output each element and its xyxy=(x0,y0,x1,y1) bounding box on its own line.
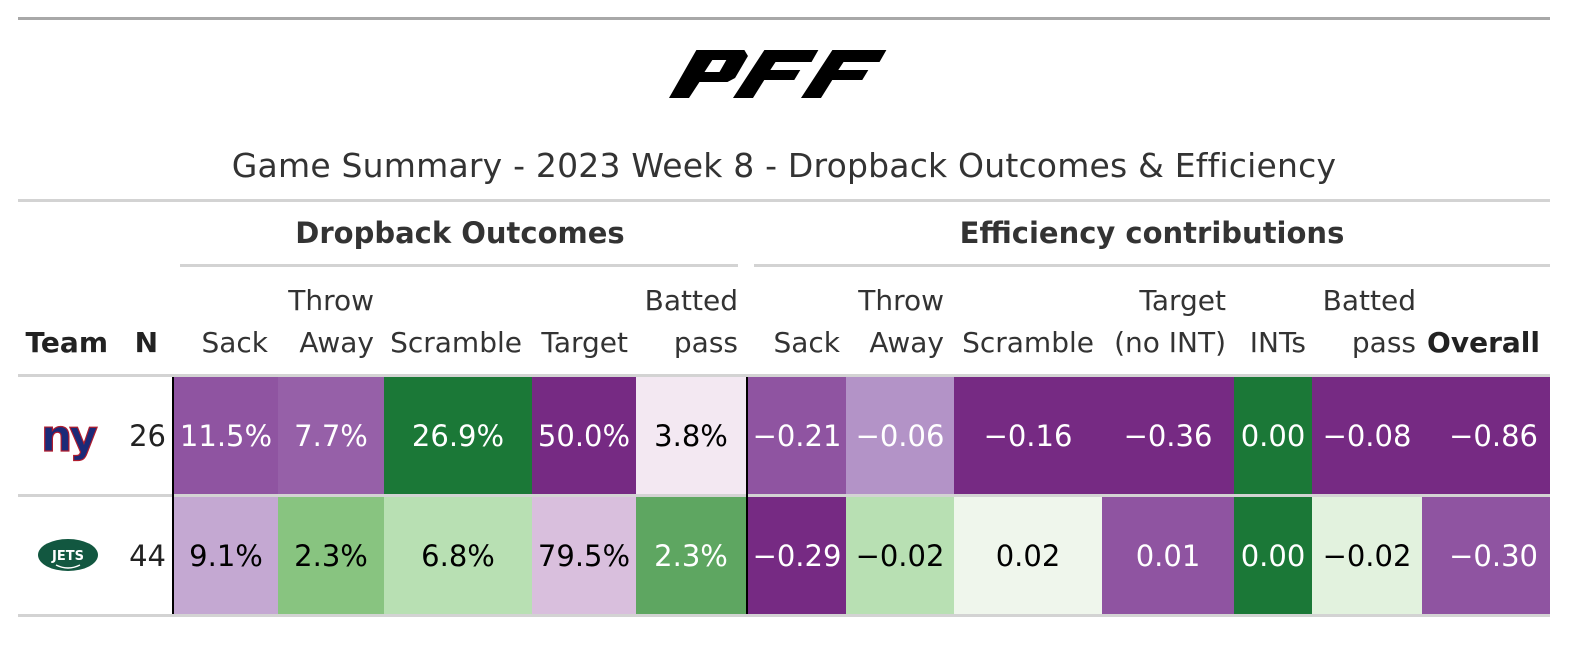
cell-outcome-throw-away: 2.3% xyxy=(278,497,384,615)
col-header-outcome-throw-line2: Away xyxy=(299,326,374,359)
top-rule xyxy=(18,17,1550,20)
cell-outcome-batted-pass: 3.8% xyxy=(636,377,746,495)
col-header-n: N xyxy=(134,326,158,359)
col-header-eff-target-no-int: Target (no INT) xyxy=(1102,280,1226,364)
cell-outcome-target: 50.0% xyxy=(532,377,636,495)
title-rule xyxy=(18,199,1550,202)
row-separator xyxy=(18,494,1550,497)
spanner-dropback-outcomes: Dropback Outcomes xyxy=(295,216,625,250)
col-header-eff-scramble: Scramble xyxy=(962,326,1094,359)
cell-outcome-batted-pass: 2.3% xyxy=(636,497,746,615)
col-header-eff-target-line2: (no INT) xyxy=(1114,326,1226,359)
cell-n: 44 xyxy=(129,539,166,573)
cell-efficiency-overall: −0.86 xyxy=(1422,377,1550,495)
col-header-outcome-throw-line1: Throw xyxy=(288,284,374,317)
col-header-eff-throw-line1: Throw xyxy=(858,284,944,317)
header-rule xyxy=(18,374,1550,377)
jets-logo: JETS xyxy=(30,527,106,583)
cell-outcome-sack: 11.5% xyxy=(174,377,278,495)
cell-outcome-scramble: 6.8% xyxy=(384,497,532,615)
col-header-team: Team xyxy=(25,326,108,359)
cell-efficiency-sack: −0.21 xyxy=(748,377,846,495)
cell-efficiency-overall: −0.30 xyxy=(1422,497,1550,615)
col-header-outcome-scramble: Scramble xyxy=(390,326,522,359)
cell-efficiency-scramble: 0.02 xyxy=(954,497,1102,615)
col-header-eff-target-line1: Target xyxy=(1139,284,1226,317)
cell-efficiency-target-no-int: 0.01 xyxy=(1102,497,1234,615)
cell-efficiency-batted-pass: −0.02 xyxy=(1312,497,1422,615)
col-header-outcome-sack: Sack xyxy=(201,326,268,359)
cell-efficiency-ints: 0.00 xyxy=(1234,377,1312,495)
cell-efficiency-sack: −0.29 xyxy=(748,497,846,615)
bottom-rule xyxy=(18,614,1550,617)
cell-outcome-sack: 9.1% xyxy=(174,497,278,615)
col-header-outcome-batted-line2: pass xyxy=(673,326,738,359)
giants-logo: ny xyxy=(30,407,106,463)
cell-efficiency-target-no-int: −0.36 xyxy=(1102,377,1234,495)
pff-logo xyxy=(668,50,887,98)
page-title: Game Summary - 2023 Week 8 - Dropback Ou… xyxy=(231,146,1337,185)
col-header-outcome-batted-pass: Batted pass xyxy=(636,280,738,364)
jets-logo-text: JETS xyxy=(51,549,84,564)
giants-logo-text: ny xyxy=(41,411,97,462)
col-header-eff-sack: Sack xyxy=(773,326,840,359)
spanner-efficiency-contributions: Efficiency contributions xyxy=(959,216,1345,250)
col-header-eff-batted-line1: Batted xyxy=(1322,284,1416,317)
cell-efficiency-throw-away: −0.06 xyxy=(846,377,954,495)
vline-left-of-outcomes xyxy=(172,377,174,614)
cell-outcome-throw-away: 7.7% xyxy=(278,377,384,495)
cell-outcome-scramble: 26.9% xyxy=(384,377,532,495)
cell-outcome-target: 79.5% xyxy=(532,497,636,615)
col-header-outcome-batted-line1: Batted xyxy=(644,284,738,317)
col-header-eff-batted-line2: pass xyxy=(1351,326,1416,359)
col-header-eff-overall: Overall xyxy=(1427,326,1540,359)
col-header-eff-throw-away: Throw Away xyxy=(846,280,944,364)
col-header-eff-batted-pass: Batted pass xyxy=(1314,280,1416,364)
spanner-line-efficiency xyxy=(754,264,1550,267)
col-header-eff-throw-line2: Away xyxy=(869,326,944,359)
col-header-outcome-throw-away: Throw Away xyxy=(276,280,374,364)
cell-efficiency-throw-away: −0.02 xyxy=(846,497,954,615)
cell-efficiency-batted-pass: −0.08 xyxy=(1312,377,1422,495)
col-header-eff-ints: INTs xyxy=(1249,326,1306,359)
cell-efficiency-scramble: −0.16 xyxy=(954,377,1102,495)
spanner-line-outcomes xyxy=(180,264,738,267)
vline-between-groups xyxy=(746,377,748,614)
cell-efficiency-ints: 0.00 xyxy=(1234,497,1312,615)
col-header-outcome-target: Target xyxy=(541,326,628,359)
cell-n: 26 xyxy=(129,419,166,453)
